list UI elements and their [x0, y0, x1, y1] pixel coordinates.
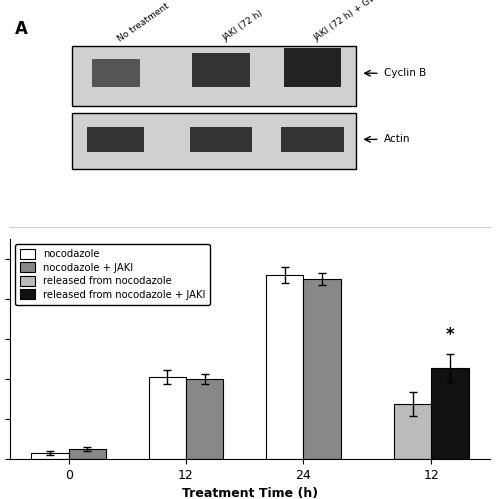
Text: Cyclin B: Cyclin B — [384, 68, 426, 78]
Legend: nocodazole, nocodazole + JAKI, released from nocodazole, released from nocodazol: nocodazole, nocodazole + JAKI, released … — [15, 244, 210, 304]
Bar — [72, 46, 356, 106]
Text: JAKI (72 h) + GW5074: JAKI (72 h) + GW5074 — [312, 0, 398, 43]
Bar — [192, 53, 250, 87]
Bar — [92, 59, 140, 87]
Bar — [87, 127, 144, 152]
Text: *: * — [446, 326, 454, 344]
Bar — [68, 449, 106, 459]
Bar — [394, 404, 432, 459]
Bar — [304, 278, 341, 459]
Bar — [432, 368, 469, 459]
Bar — [266, 274, 304, 459]
Bar — [186, 379, 224, 459]
Text: JAKI (72 h): JAKI (72 h) — [221, 9, 265, 43]
X-axis label: Treatment Time (h): Treatment Time (h) — [182, 488, 318, 499]
Bar — [148, 377, 186, 459]
Text: Actin: Actin — [384, 134, 411, 144]
Bar — [72, 113, 356, 169]
Text: A: A — [15, 19, 28, 38]
Bar — [284, 48, 341, 87]
Bar — [190, 127, 252, 152]
Bar — [281, 127, 344, 152]
Text: No treatment: No treatment — [116, 1, 170, 43]
Bar — [32, 453, 68, 459]
